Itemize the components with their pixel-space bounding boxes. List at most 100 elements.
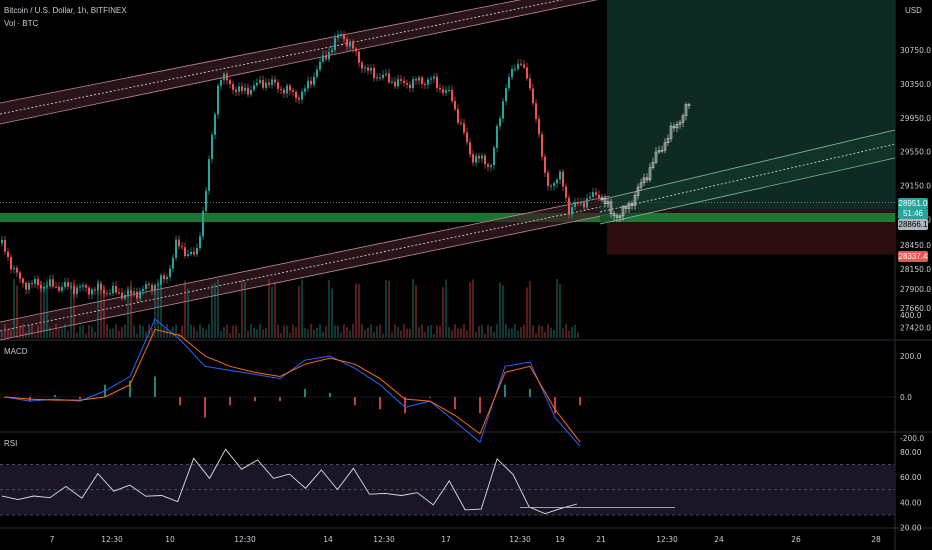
volume-bar xyxy=(328,279,330,338)
volume-bar xyxy=(388,280,390,338)
candle-body xyxy=(663,142,667,151)
candle-body xyxy=(340,34,342,36)
volume-bar xyxy=(7,328,9,338)
rsi-tick-label: 80.00 xyxy=(900,448,922,457)
volume-bar xyxy=(430,324,432,338)
volume-bar xyxy=(289,332,291,338)
volume-bar xyxy=(151,327,153,338)
candle-body xyxy=(277,82,279,89)
candle-body xyxy=(34,278,36,284)
volume-bar xyxy=(187,288,189,338)
candle-body xyxy=(46,286,48,288)
volume-bar xyxy=(505,324,507,338)
candle-body xyxy=(400,79,402,81)
candle-body xyxy=(274,79,276,83)
volume-bar xyxy=(34,333,36,338)
candle-body xyxy=(106,293,108,295)
volume-bar xyxy=(523,324,525,338)
candle-body xyxy=(675,123,679,129)
candle-body xyxy=(502,101,504,119)
time-tick-label: 14 xyxy=(323,535,333,544)
volume-bar xyxy=(55,324,57,338)
candle-body xyxy=(259,80,261,83)
volume-bar xyxy=(292,324,294,338)
volume-bar xyxy=(85,333,87,338)
volume-bar xyxy=(10,328,12,338)
volume-bar xyxy=(277,324,279,338)
volume-bar xyxy=(466,330,468,338)
candle-body xyxy=(442,89,444,93)
time-tick-label: 12:30 xyxy=(373,535,395,544)
candle-body xyxy=(352,41,354,49)
volume-bar xyxy=(88,324,90,338)
volume-bar xyxy=(343,324,345,338)
candle-body xyxy=(13,267,15,270)
upper-channel-bottom xyxy=(0,0,598,125)
currency-label[interactable]: USD xyxy=(905,6,922,15)
candle-body xyxy=(139,291,141,299)
volume-bar xyxy=(418,327,420,338)
candle-body xyxy=(526,67,528,79)
candle-body xyxy=(466,132,468,143)
candle-body xyxy=(268,82,270,85)
time-tick-label: 12:30 xyxy=(656,535,678,544)
candle-body xyxy=(133,291,135,294)
volume-bar xyxy=(127,287,129,338)
volume-bar xyxy=(532,325,534,338)
candle-body xyxy=(361,62,363,69)
volume-bar xyxy=(409,328,411,338)
time-tick-label: 24 xyxy=(714,535,724,544)
volume-bar xyxy=(196,331,198,338)
candle-body xyxy=(310,80,312,85)
candle-body xyxy=(112,285,114,294)
candle-body xyxy=(382,74,384,78)
candle-body xyxy=(454,101,456,110)
candle-body xyxy=(508,77,510,89)
volume-bar xyxy=(376,326,378,338)
volume-bar xyxy=(325,326,327,338)
candle-body xyxy=(355,48,357,52)
candle-body xyxy=(124,294,126,299)
volume-bar xyxy=(550,327,552,338)
candle-body xyxy=(666,138,670,143)
price-tick-label: 29150.0 xyxy=(900,182,931,191)
candle-body xyxy=(154,284,156,291)
volume-bar xyxy=(157,279,159,338)
candle-body xyxy=(457,109,459,123)
volume-bar xyxy=(262,329,264,338)
price-tick-label: 27660.0 xyxy=(900,304,931,313)
candle-body xyxy=(630,203,634,206)
volume-bar xyxy=(373,331,375,338)
volume-bar xyxy=(355,283,357,338)
volume-bar xyxy=(490,326,492,338)
volume-bar xyxy=(283,325,285,338)
candle-body xyxy=(76,287,78,294)
candle-body xyxy=(10,257,12,270)
signal-line xyxy=(4,328,581,443)
candle-body xyxy=(568,197,570,215)
candle-body xyxy=(439,88,441,90)
candle-body xyxy=(669,125,673,139)
volume-bar xyxy=(412,279,414,338)
candle-body xyxy=(636,186,640,196)
candle-body xyxy=(642,177,646,184)
candle-body xyxy=(130,290,132,294)
candle-body xyxy=(67,282,69,287)
candle-body xyxy=(292,90,294,92)
time-tick-label: 12:30 xyxy=(234,535,256,544)
volume-bar xyxy=(298,286,300,338)
candle-body xyxy=(109,293,111,295)
candle-body xyxy=(633,195,637,206)
level-badge: 28866.1 xyxy=(898,219,928,230)
volume-bar xyxy=(358,284,360,338)
volume-bar xyxy=(211,284,213,338)
volume-bar xyxy=(208,324,210,338)
candle-body xyxy=(550,185,552,187)
volume-bar xyxy=(577,332,579,338)
macd-histogram-bar xyxy=(54,394,56,397)
volume-bar xyxy=(538,324,540,338)
candle-body xyxy=(241,86,243,91)
volume-bar xyxy=(229,333,231,338)
candle-body xyxy=(415,79,417,81)
